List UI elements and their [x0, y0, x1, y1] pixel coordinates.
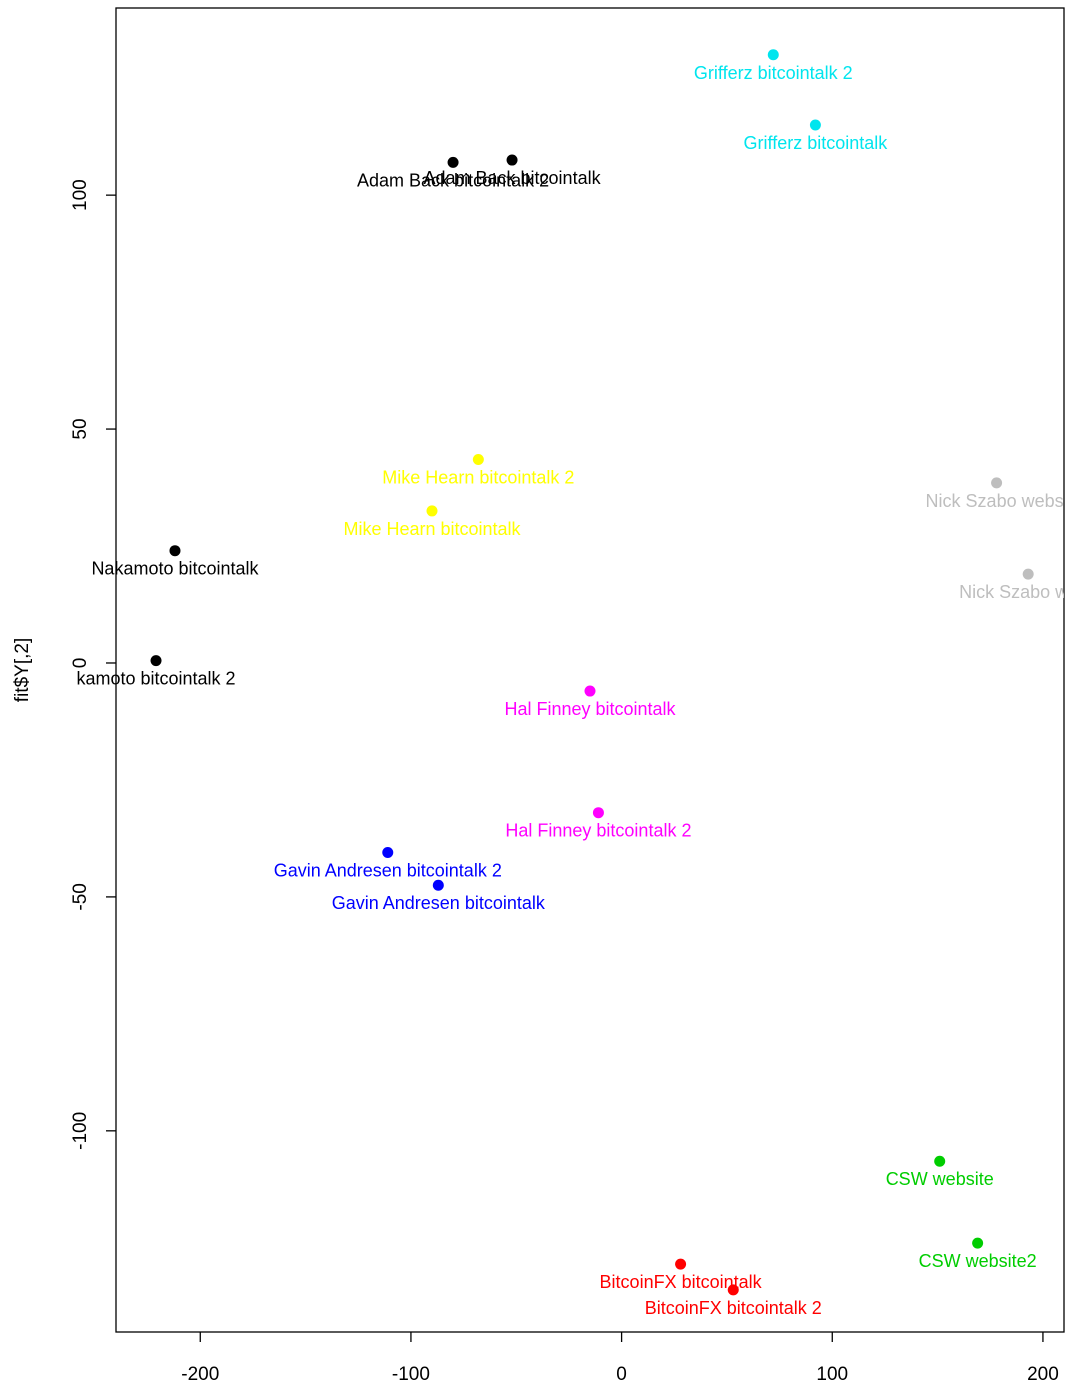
- point-label: BitcoinFX bitcointalk 2: [645, 1298, 822, 1318]
- point-label: BitcoinFX bitcointalk: [600, 1272, 763, 1292]
- x-tick-label: 100: [816, 1364, 848, 1385]
- data-point: Nick Szabo websi: [926, 477, 1068, 511]
- point-marker: [447, 156, 459, 168]
- x-axis: -200 -100 0 100 200: [181, 1332, 1059, 1385]
- data-point: CSW website: [886, 1155, 994, 1189]
- data-point: Hal Finney bitcointalk 2: [505, 807, 691, 841]
- x-tick-label: 200: [1027, 1364, 1059, 1385]
- point-label: kamoto bitcointalk 2: [76, 669, 235, 689]
- point-marker: [506, 154, 518, 166]
- point-label: Mike Hearn bitcointalk 2: [382, 467, 574, 487]
- point-label: Gavin Andresen bitcointalk 2: [274, 860, 502, 880]
- point-marker: [382, 846, 394, 858]
- point-marker: [767, 49, 779, 61]
- y-tick-label: 100: [70, 179, 91, 211]
- y-axis-title: fit$Y[,2]: [12, 638, 33, 702]
- data-point: Grifferz bitcointalk 2: [694, 49, 853, 83]
- point-label: Nakamoto bitcointalk: [91, 559, 259, 579]
- data-point: Mike Hearn bitcointalk: [343, 505, 522, 539]
- point-marker: [809, 119, 821, 131]
- x-tick-label: -200: [181, 1364, 219, 1385]
- point-label: Nick Szabo webs: [959, 582, 1068, 602]
- point-marker: [472, 453, 484, 465]
- data-point: Adam Back bitcointalk: [424, 154, 602, 188]
- data-point: Grifferz bitcointalk: [744, 119, 889, 153]
- x-tick-label: -100: [392, 1364, 430, 1385]
- y-tick-label: -50: [70, 883, 91, 910]
- point-marker: [592, 807, 604, 819]
- point-marker: [1022, 568, 1034, 580]
- y-axis: -100 -50 0 50 100: [70, 179, 116, 1150]
- point-label: Adam Back bitcointalk: [424, 168, 602, 188]
- point-label: Grifferz bitcointalk 2: [694, 63, 853, 83]
- data-point: Nick Szabo webs: [959, 568, 1068, 602]
- data-points: Grifferz bitcointalk 2 Grifferz bitcointa…: [76, 49, 1068, 1318]
- y-tick-label: 0: [70, 658, 91, 669]
- data-point: BitcoinFX bitcointalk: [600, 1258, 763, 1292]
- data-point: Hal Finney bitcointalk: [504, 685, 677, 719]
- point-marker: [432, 879, 444, 891]
- data-point: kamoto bitcointalk 2: [76, 655, 236, 689]
- y-tick-label: 50: [70, 418, 91, 439]
- point-marker: [991, 477, 1003, 489]
- plot-frame: [115, 7, 1065, 1333]
- point-marker: [675, 1258, 687, 1270]
- data-point: Gavin Andresen bitcointalk: [332, 879, 546, 913]
- point-label: Mike Hearn bitcointalk: [343, 519, 521, 539]
- point-marker: [426, 505, 438, 517]
- point-label: Hal Finney bitcointalk 2: [505, 821, 691, 841]
- point-label: Gavin Andresen bitcointalk: [332, 893, 546, 913]
- point-label: Hal Finney bitcointalk: [504, 699, 676, 719]
- data-point: Adam Back bitcointalk 2: [357, 156, 549, 190]
- point-marker: [934, 1155, 946, 1167]
- data-point: CSW website2: [919, 1237, 1037, 1271]
- y-tick-label: -100: [70, 1112, 91, 1150]
- data-point: Gavin Andresen bitcointalk 2: [274, 846, 502, 880]
- point-label: CSW website2: [919, 1251, 1037, 1271]
- data-point: BitcoinFX bitcointalk 2: [645, 1284, 822, 1318]
- point-marker: [972, 1237, 984, 1249]
- point-marker: [584, 685, 596, 697]
- data-point: Nakamoto bitcointalk: [91, 545, 260, 579]
- point-label: CSW website: [886, 1169, 994, 1189]
- point-label: Adam Back bitcointalk 2: [357, 170, 549, 190]
- data-point: Mike Hearn bitcointalk 2: [382, 453, 574, 487]
- point-marker: [150, 655, 162, 667]
- point-label: Grifferz bitcointalk: [744, 133, 889, 153]
- point-marker: [727, 1284, 739, 1296]
- x-tick-label: 0: [616, 1364, 627, 1385]
- point-marker: [169, 545, 181, 557]
- point-label: Nick Szabo websi: [926, 491, 1068, 511]
